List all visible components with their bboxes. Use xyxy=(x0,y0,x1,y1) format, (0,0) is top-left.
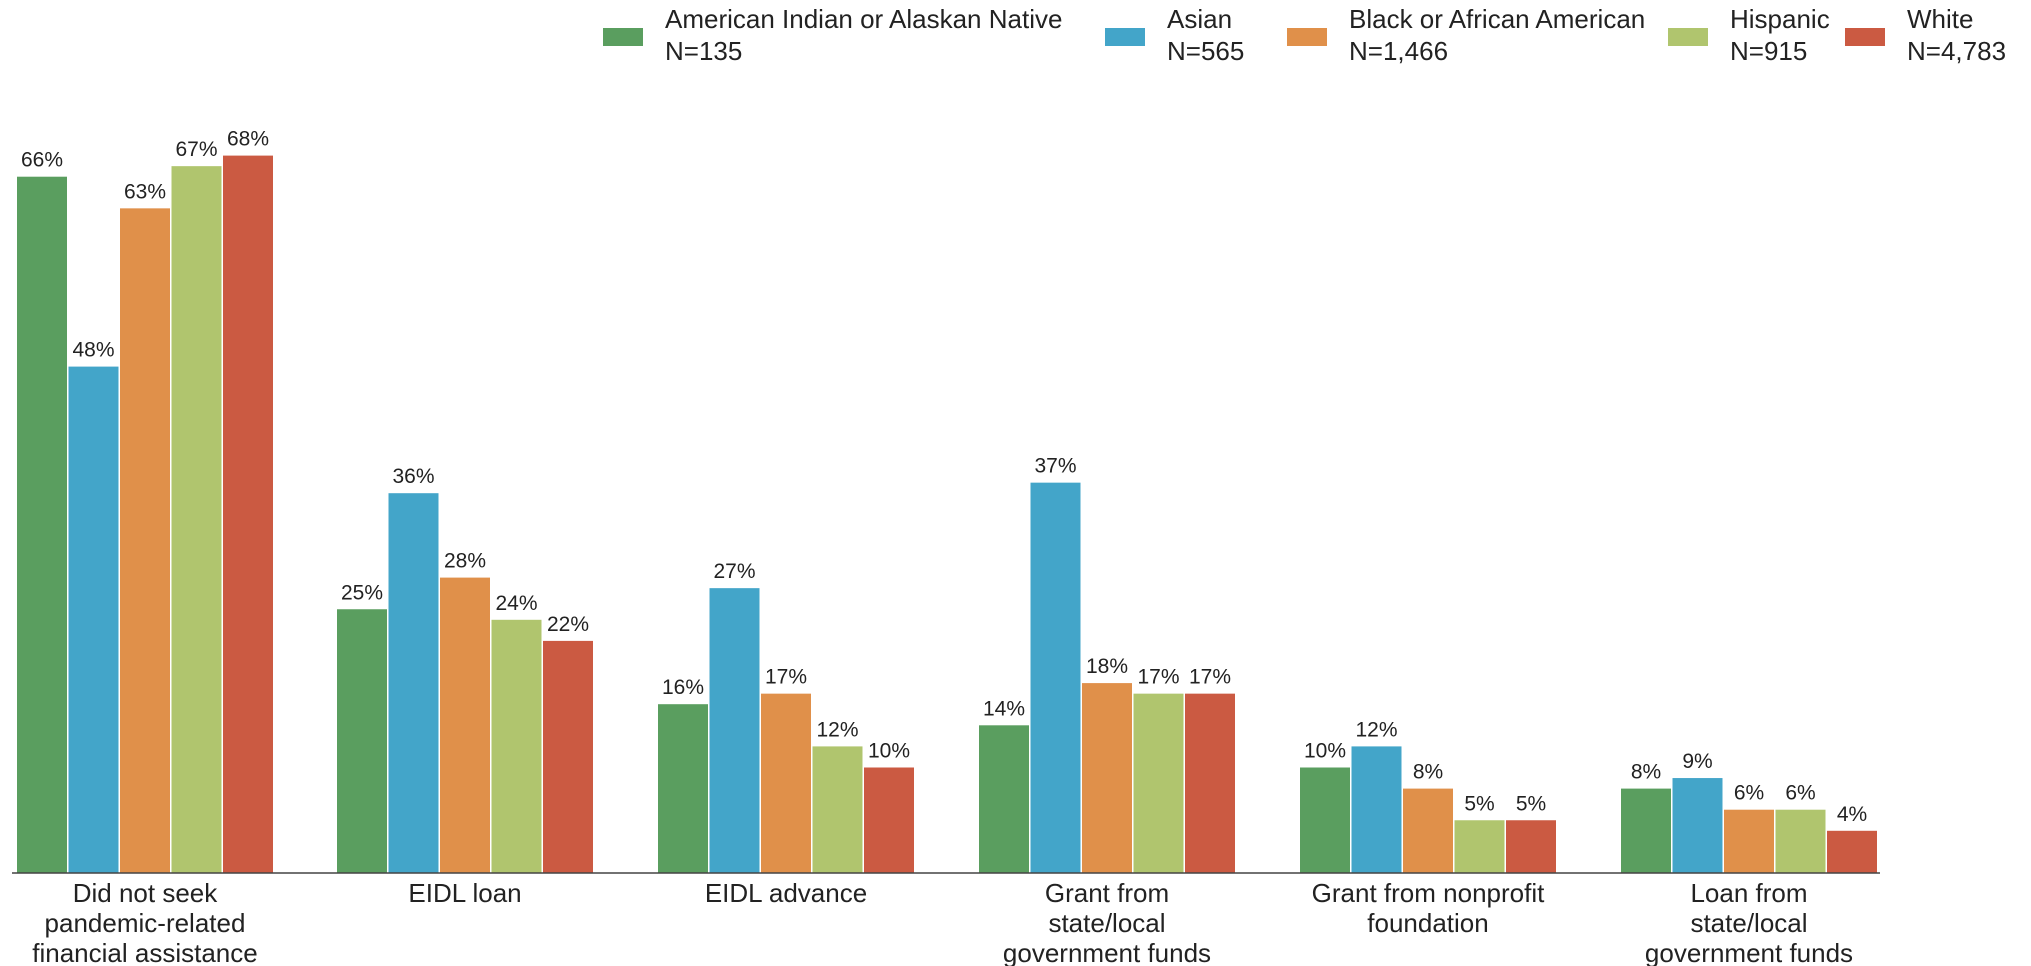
value-label: 10% xyxy=(868,740,910,763)
bar-1-2 xyxy=(337,609,387,873)
category-label: government funds xyxy=(1003,938,1211,966)
bar-1-6 xyxy=(1621,788,1671,873)
bar-4-3 xyxy=(812,746,863,873)
legend-series-n: N=565 xyxy=(1167,36,1244,66)
bar-3-6 xyxy=(1724,809,1774,873)
bar-4-1 xyxy=(171,166,222,873)
legend-series-name: Black or African American xyxy=(1349,4,1645,34)
bar-2-5 xyxy=(1351,746,1402,873)
value-labels: 66% 25% 16% 14% 10% 8% 48% 36% 27% 37% 12% 9% 63% 28%… xyxy=(21,128,1867,826)
value-label: 66% xyxy=(21,149,63,172)
value-label: 17% xyxy=(1137,666,1179,689)
bars xyxy=(17,155,1877,874)
value-label: 63% xyxy=(124,180,166,203)
bar-5-6 xyxy=(1827,830,1877,873)
legend-series-n: N=135 xyxy=(665,36,742,66)
legend-swatch xyxy=(1668,28,1708,46)
legend-series-name: American Indian or Alaskan Native xyxy=(665,4,1062,34)
value-label: 37% xyxy=(1034,455,1076,478)
category-label: state/local xyxy=(1690,908,1807,938)
value-label: 24% xyxy=(495,592,537,615)
category-label: EIDL loan xyxy=(408,878,521,908)
value-label: 14% xyxy=(983,697,1025,720)
value-label: 48% xyxy=(72,339,114,362)
bar-2-3 xyxy=(709,588,760,873)
category-label: financial assistance xyxy=(32,938,257,966)
bar-2-1 xyxy=(68,366,119,873)
value-label: 67% xyxy=(175,138,217,161)
value-label: 5% xyxy=(1516,792,1546,815)
value-label: 68% xyxy=(227,128,269,151)
bar-5-2 xyxy=(543,640,593,873)
bar-4-6 xyxy=(1775,809,1826,873)
legend-series-n: N=1,466 xyxy=(1349,36,1448,66)
value-label: 4% xyxy=(1837,803,1867,826)
value-label: 6% xyxy=(1734,782,1764,805)
bar-3-1 xyxy=(120,208,170,874)
legend-swatch xyxy=(603,28,643,46)
value-label: 27% xyxy=(713,560,755,583)
legend-series-name: White xyxy=(1907,4,1973,34)
bar-3-3 xyxy=(761,693,811,873)
value-label: 36% xyxy=(392,465,434,488)
bar-3-5 xyxy=(1403,788,1453,873)
legend-swatch xyxy=(1105,28,1145,46)
legend-series-n: N=915 xyxy=(1730,36,1807,66)
category-label: Grant from nonprofit xyxy=(1312,878,1545,908)
bar-2-4 xyxy=(1030,482,1081,873)
bar-5-5 xyxy=(1506,820,1556,873)
legend-series-name: Asian xyxy=(1167,4,1232,34)
legend-swatch xyxy=(1287,28,1327,46)
value-label: 16% xyxy=(662,676,704,699)
value-label: 18% xyxy=(1086,655,1128,678)
value-label: 17% xyxy=(765,666,807,689)
value-label: 6% xyxy=(1785,782,1815,805)
value-label: 17% xyxy=(1189,666,1231,689)
category-label: EIDL advance xyxy=(705,878,867,908)
bar-3-4 xyxy=(1082,683,1132,873)
bar-1-5 xyxy=(1300,767,1350,873)
bar-4-5 xyxy=(1454,820,1505,873)
value-label: 8% xyxy=(1413,761,1443,784)
bar-5-1 xyxy=(223,155,273,874)
legend-swatch xyxy=(1845,28,1885,46)
bar-5-3 xyxy=(864,767,914,873)
value-label: 8% xyxy=(1631,761,1661,784)
bar-1-3 xyxy=(658,704,708,873)
category-label: Did not seek xyxy=(73,878,219,908)
value-label: 12% xyxy=(816,718,858,741)
category-label: Grant from xyxy=(1045,878,1169,908)
category-label: foundation xyxy=(1367,908,1488,938)
category-label: Loan from xyxy=(1690,878,1807,908)
bar-1-1 xyxy=(17,176,67,873)
value-label: 9% xyxy=(1682,750,1712,773)
category-label: pandemic-related xyxy=(45,908,246,938)
category-label: government funds xyxy=(1645,938,1853,966)
value-label: 12% xyxy=(1355,718,1397,741)
bar-5-4 xyxy=(1185,693,1235,873)
value-label: 10% xyxy=(1304,740,1346,763)
value-label: 28% xyxy=(444,550,486,573)
bar-2-6 xyxy=(1672,778,1723,873)
legend-series-n: N=4,783 xyxy=(1907,36,2006,66)
bar-4-2 xyxy=(491,619,542,873)
category-label: state/local xyxy=(1048,908,1165,938)
value-label: 5% xyxy=(1464,792,1494,815)
bar-2-2 xyxy=(388,493,439,873)
legend-series-name: Hispanic xyxy=(1730,4,1830,34)
bar-4-4 xyxy=(1133,693,1184,873)
value-label: 25% xyxy=(341,581,383,604)
bar-3-2 xyxy=(440,577,490,873)
bar-1-4 xyxy=(979,725,1029,873)
value-label: 22% xyxy=(547,613,589,636)
